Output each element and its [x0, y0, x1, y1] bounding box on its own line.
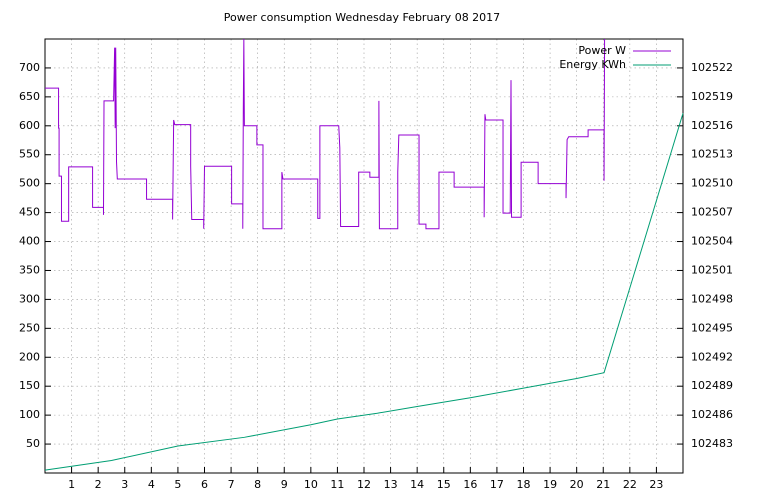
y2-tick-label: 102516 [691, 119, 733, 132]
y2-tick-label: 102483 [691, 437, 733, 450]
y2-tick-label: 102510 [691, 177, 733, 190]
y-tick-label: 600 [19, 119, 40, 132]
x-tick-label: 13 [384, 478, 398, 491]
x-tick-label: 8 [254, 478, 261, 491]
y-tick-label: 650 [19, 90, 40, 103]
y2-tick-label: 102501 [691, 263, 733, 276]
x-tick-label: 22 [623, 478, 637, 491]
y2-tick-label: 102507 [691, 206, 733, 219]
x-tick-label: 15 [437, 478, 451, 491]
x-tick-label: 20 [570, 478, 584, 491]
x-tick-label: 17 [490, 478, 504, 491]
y-tick-label: 300 [19, 292, 40, 305]
y-tick-label: 50 [26, 437, 40, 450]
x-tick-label: 1 [68, 478, 75, 491]
x-tick-label: 19 [543, 478, 557, 491]
x-tick-label: 14 [410, 478, 424, 491]
x-tick-label: 18 [517, 478, 531, 491]
x-tick-label: 3 [121, 478, 128, 491]
y2-tick-label: 102519 [691, 90, 733, 103]
x-tick-label: 9 [281, 478, 288, 491]
plot-frame [44, 38, 684, 474]
x-tick-label: 4 [148, 478, 155, 491]
y-tick-label: 150 [19, 379, 40, 392]
y-tick-label: 500 [19, 177, 40, 190]
y-tick-label: 550 [19, 148, 40, 161]
data-line [45, 38, 606, 230]
y-tick-label: 100 [19, 408, 40, 421]
y-tick-label: 200 [19, 350, 40, 363]
x-tick-label: 12 [357, 478, 371, 491]
x-tick-label: 23 [649, 478, 663, 491]
y2-tick-label: 102489 [691, 379, 733, 392]
x-tick-label: 11 [330, 478, 344, 491]
legend-label: Power W [578, 44, 626, 57]
legend-label: Energy KWh [559, 58, 626, 71]
x-tick-label: 16 [463, 478, 477, 491]
y2-tick-label: 102486 [691, 408, 733, 421]
x-tick-label: 2 [95, 478, 102, 491]
x-tick-label: 10 [304, 478, 318, 491]
y2-tick-label: 102495 [691, 321, 733, 334]
y2-tick-label: 102492 [691, 350, 733, 363]
x-tick-label: 6 [201, 478, 208, 491]
x-tick-label: 7 [228, 478, 235, 491]
y2-tick-label: 102498 [691, 292, 733, 305]
y-tick-label: 400 [19, 235, 40, 248]
y2-tick-label: 102513 [691, 148, 733, 161]
x-tick-label: 5 [174, 478, 181, 491]
y-tick-label: 350 [19, 263, 40, 276]
data-line [44, 113, 684, 471]
y-tick-label: 700 [19, 61, 40, 74]
x-tick-label: 21 [596, 478, 610, 491]
y2-tick-label: 102522 [691, 61, 733, 74]
chart-title: Power consumption Wednesday February 08 … [224, 11, 500, 24]
y-tick-label: 450 [19, 206, 40, 219]
y2-tick-label: 102504 [691, 235, 733, 248]
y-tick-label: 250 [19, 321, 40, 334]
